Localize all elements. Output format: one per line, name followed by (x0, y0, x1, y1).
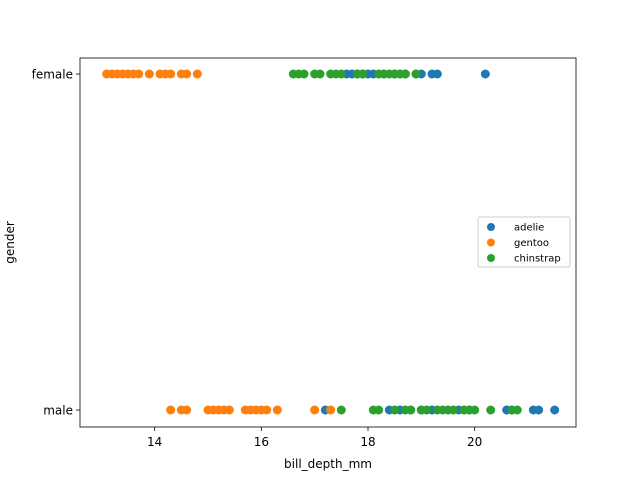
point-chinstrap (374, 406, 383, 415)
point-gentoo (166, 70, 175, 79)
point-gentoo (134, 70, 143, 79)
x-axis-title: bill_depth_mm (284, 457, 372, 471)
legend: adelie gentoo chinstrap (478, 217, 570, 267)
x-tick-label: 20 (467, 435, 482, 449)
y-axis-title: gender (3, 221, 17, 264)
legend-label-gentoo: gentoo (514, 238, 549, 249)
point-chinstrap (390, 406, 399, 415)
x-tick-label: 18 (360, 435, 375, 449)
point-chinstrap (406, 406, 415, 415)
point-chinstrap (486, 406, 495, 415)
point-gentoo (182, 406, 191, 415)
y-tick-label: male (43, 404, 73, 418)
point-chinstrap (316, 70, 325, 79)
point-chinstrap (337, 406, 346, 415)
point-gentoo (193, 70, 202, 79)
point-chinstrap (470, 406, 479, 415)
point-chinstrap (412, 70, 421, 79)
point-chinstrap (449, 406, 458, 415)
legend-label-chinstrap: chinstrap (514, 254, 561, 265)
point-gentoo (262, 406, 271, 415)
legend-marker-gentoo (487, 239, 495, 247)
point-gentoo (182, 70, 191, 79)
point-chinstrap (358, 70, 367, 79)
point-gentoo (166, 406, 175, 415)
x-tick-label: 14 (147, 435, 162, 449)
point-gentoo (310, 406, 319, 415)
point-chinstrap (337, 70, 346, 79)
point-gentoo (225, 406, 234, 415)
point-adelie (550, 406, 559, 415)
x-tick-label: 16 (254, 435, 269, 449)
point-chinstrap (513, 406, 522, 415)
legend-label-adelie: adelie (514, 223, 544, 234)
point-chinstrap (422, 406, 431, 415)
legend-marker-chinstrap (487, 254, 495, 262)
point-gentoo (273, 406, 282, 415)
point-gentoo (145, 70, 154, 79)
point-adelie (481, 70, 490, 79)
y-tick-label: female (32, 68, 73, 82)
point-adelie (534, 406, 543, 415)
legend-marker-adelie (487, 223, 495, 231)
point-adelie (433, 70, 442, 79)
point-gentoo (326, 406, 335, 415)
point-chinstrap (401, 70, 410, 79)
point-chinstrap (300, 70, 309, 79)
